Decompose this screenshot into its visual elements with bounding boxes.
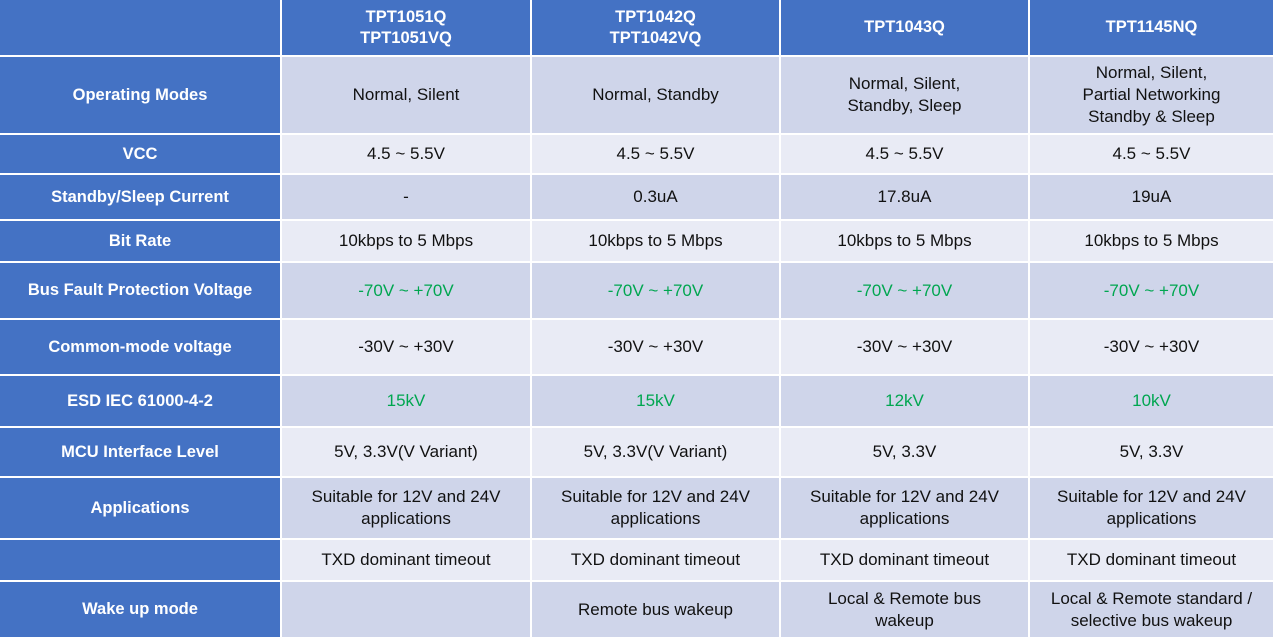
column-header: TPT1043Q: [781, 0, 1028, 55]
table-cell: Suitable for 12V and 24V applications: [282, 478, 530, 538]
table-cell: -30V ~ +30V: [282, 320, 530, 374]
table-cell: Normal, Silent, Standby, Sleep: [781, 57, 1028, 133]
table-cell: 19uA: [1030, 175, 1273, 219]
row-header: Wake up mode: [0, 582, 280, 637]
row-header: Bit Rate: [0, 221, 280, 261]
table-cell: 12kV: [781, 376, 1028, 426]
header-corner: [0, 0, 280, 55]
table-cell: 10kbps to 5 Mbps: [781, 221, 1028, 261]
table-cell: [282, 582, 530, 637]
table-cell: 5V, 3.3V(V Variant): [532, 428, 779, 476]
column-header: TPT1145NQ: [1030, 0, 1273, 55]
table-cell: Normal, Silent, Partial Networking Stand…: [1030, 57, 1273, 133]
row-header: Operating Modes: [0, 57, 280, 133]
table-cell: 4.5 ~ 5.5V: [781, 135, 1028, 173]
column-header: TPT1051Q TPT1051VQ: [282, 0, 530, 55]
table-cell: -30V ~ +30V: [781, 320, 1028, 374]
table-cell: 4.5 ~ 5.5V: [282, 135, 530, 173]
table-cell: Suitable for 12V and 24V applications: [781, 478, 1028, 538]
table-cell: 4.5 ~ 5.5V: [532, 135, 779, 173]
table-cell: TXD dominant timeout: [781, 540, 1028, 580]
table-cell: 0.3uA: [532, 175, 779, 219]
table-cell: TXD dominant timeout: [282, 540, 530, 580]
row-header: Standby/Sleep Current: [0, 175, 280, 219]
row-header: VCC: [0, 135, 280, 173]
table-cell: 15kV: [532, 376, 779, 426]
table-cell: Local & Remote bus wakeup: [781, 582, 1028, 637]
row-header: ESD IEC 61000-4-2: [0, 376, 280, 426]
table-cell: 5V, 3.3V: [1030, 428, 1273, 476]
row-header: Common-mode voltage: [0, 320, 280, 374]
table-cell: 17.8uA: [781, 175, 1028, 219]
table-cell: 10kbps to 5 Mbps: [1030, 221, 1273, 261]
table-cell: 10kbps to 5 Mbps: [282, 221, 530, 261]
row-header: MCU Interface Level: [0, 428, 280, 476]
table-cell: 10kbps to 5 Mbps: [532, 221, 779, 261]
row-header: Applications: [0, 478, 280, 538]
table-cell: Remote bus wakeup: [532, 582, 779, 637]
table-cell: -70V ~ +70V: [1030, 263, 1273, 318]
table-cell: Normal, Silent: [282, 57, 530, 133]
table-cell: Local & Remote standard / selective bus …: [1030, 582, 1273, 637]
table-cell: Suitable for 12V and 24V applications: [532, 478, 779, 538]
table-cell: 5V, 3.3V(V Variant): [282, 428, 530, 476]
table-cell: -: [282, 175, 530, 219]
table-cell: -70V ~ +70V: [781, 263, 1028, 318]
table-cell: Normal, Standby: [532, 57, 779, 133]
column-header: TPT1042Q TPT1042VQ: [532, 0, 779, 55]
table-cell: Suitable for 12V and 24V applications: [1030, 478, 1273, 538]
table-cell: 4.5 ~ 5.5V: [1030, 135, 1273, 173]
row-header: Bus Fault Protection Voltage: [0, 263, 280, 318]
table-cell: TXD dominant timeout: [1030, 540, 1273, 580]
table-cell: -70V ~ +70V: [532, 263, 779, 318]
table-cell: -30V ~ +30V: [532, 320, 779, 374]
row-header: [0, 540, 280, 580]
table-cell: 5V, 3.3V: [781, 428, 1028, 476]
table-cell: -30V ~ +30V: [1030, 320, 1273, 374]
table-cell: 10kV: [1030, 376, 1273, 426]
table-cell: 15kV: [282, 376, 530, 426]
table-cell: -70V ~ +70V: [282, 263, 530, 318]
table-cell: TXD dominant timeout: [532, 540, 779, 580]
